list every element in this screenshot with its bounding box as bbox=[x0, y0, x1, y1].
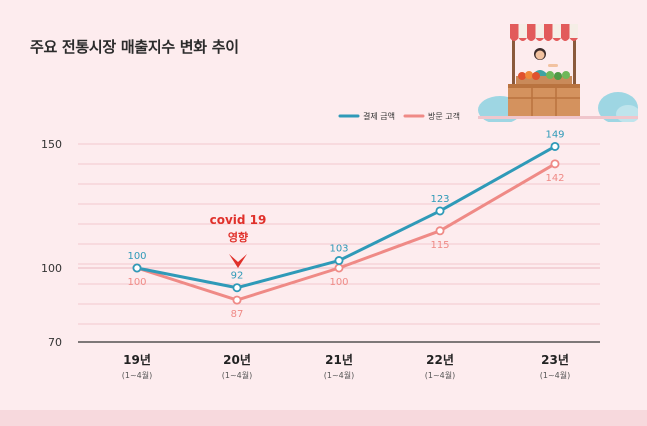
data-label: 100 bbox=[127, 277, 146, 288]
data-label: 92 bbox=[231, 271, 244, 282]
data-points bbox=[132, 141, 560, 305]
annotation-covid: covid 19 bbox=[210, 213, 267, 227]
legend-label: 방문 고객 bbox=[428, 111, 460, 121]
y-tick-label: 100 bbox=[41, 262, 62, 275]
data-point bbox=[334, 263, 344, 273]
data-point bbox=[132, 263, 142, 273]
x-tick-label: 23년 bbox=[541, 353, 569, 367]
y-tick-label: 150 bbox=[41, 138, 62, 151]
data-point bbox=[435, 206, 445, 216]
x-tick-label: 20년 bbox=[223, 353, 251, 367]
footer-band bbox=[0, 410, 647, 426]
data-label: 142 bbox=[545, 173, 564, 184]
market-stall-illustration bbox=[478, 24, 638, 122]
line-chart: 70 100 150 19년 (1~4월) 20년 (1~4월) 21년 (1~4월) 22년 (1… bbox=[41, 111, 600, 380]
legend: 결제 금액 방문 고객 bbox=[338, 111, 460, 121]
x-tick-sublabel: (1~4월) bbox=[324, 370, 355, 380]
x-tick-label: 21년 bbox=[325, 353, 353, 367]
annotation-impact: 영향 bbox=[228, 230, 248, 244]
grid-lines bbox=[78, 143, 600, 325]
data-label: 123 bbox=[430, 194, 449, 205]
data-point bbox=[232, 295, 242, 305]
data-label: 149 bbox=[545, 129, 564, 140]
data-point bbox=[435, 226, 445, 236]
axes: 70 100 150 19년 (1~4월) 20년 (1~4월) 21년 (1~4월) 22년 (1… bbox=[41, 138, 600, 380]
data-label: 100 bbox=[127, 251, 146, 262]
x-tick-sublabel: (1~4월) bbox=[425, 370, 456, 380]
x-tick-label: 22년 bbox=[426, 353, 454, 367]
y-tick-label: 70 bbox=[48, 336, 62, 349]
data-labels: 100 87 100 115 142 100 92 103 123 149 bbox=[127, 129, 564, 320]
data-label: 100 bbox=[329, 277, 348, 288]
x-tick-sublabel: (1~4월) bbox=[540, 370, 571, 380]
data-point bbox=[232, 283, 242, 293]
annotation-arrow-icon bbox=[229, 254, 247, 268]
data-label: 103 bbox=[329, 244, 348, 255]
data-label: 87 bbox=[231, 309, 244, 320]
data-point bbox=[550, 141, 560, 151]
data-label: 115 bbox=[430, 240, 449, 251]
legend-label: 결제 금액 bbox=[363, 111, 395, 121]
x-tick-label: 19년 bbox=[123, 353, 151, 367]
x-tick-sublabel: (1~4월) bbox=[222, 370, 253, 380]
x-tick-sublabel: (1~4월) bbox=[122, 370, 153, 380]
data-point bbox=[334, 256, 344, 266]
data-point bbox=[550, 159, 560, 169]
covid-annotation: covid 19 영향 bbox=[210, 213, 267, 268]
chart-title: 주요 전통시장 매출지수 변화 추이 bbox=[30, 38, 239, 56]
